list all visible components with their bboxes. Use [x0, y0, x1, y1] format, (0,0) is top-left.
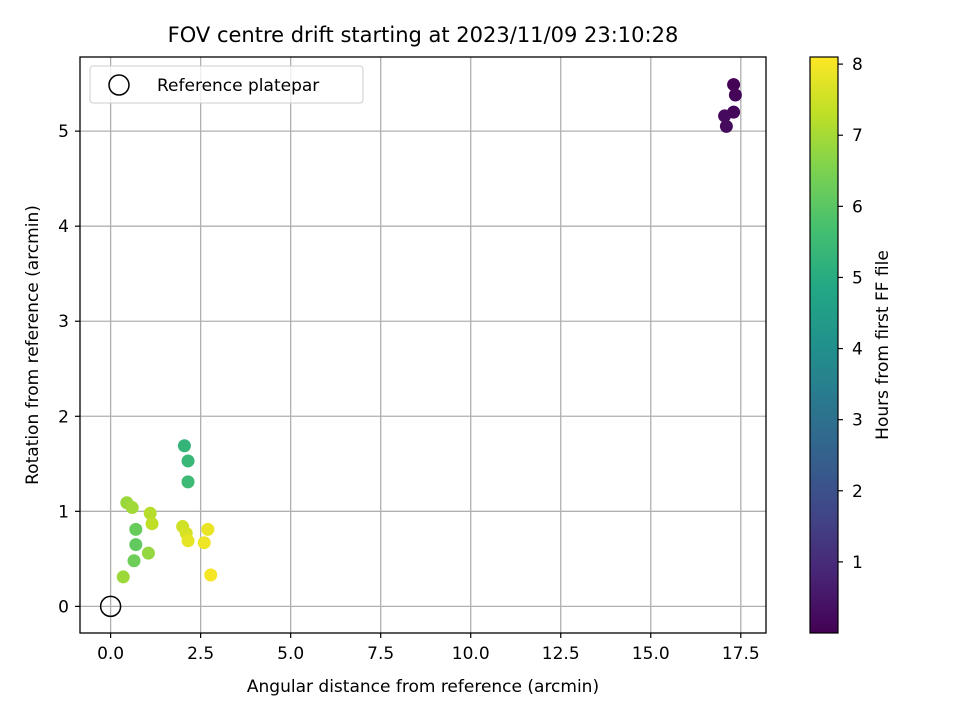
- data-point: [177, 439, 191, 453]
- x-axis-ticks: 0.0 2.5 5.0 7.5 10.0 12.5 15.0 17.5: [97, 633, 760, 664]
- reference-marker: [99, 595, 122, 618]
- data-point: [141, 546, 155, 560]
- colorbar-label: Hours from first FF file: [873, 250, 893, 440]
- colorbar-tick-label: 5: [852, 268, 863, 288]
- y-tick-label: 1: [58, 502, 69, 522]
- x-tick-label: 2.5: [187, 644, 214, 664]
- data-point: [718, 109, 732, 123]
- data-point: [201, 522, 215, 536]
- data-point: [145, 517, 159, 531]
- data-point: [181, 454, 195, 468]
- data-point: [127, 554, 141, 568]
- colorbar-tick-label: 2: [852, 482, 863, 502]
- colorbar-tick-label: 7: [852, 126, 863, 146]
- legend: Reference platepar: [89, 65, 364, 104]
- legend-box: [89, 65, 364, 104]
- x-tick-label: 5.0: [277, 644, 304, 664]
- colorbar-tick-label: 1: [852, 553, 863, 573]
- grid-lines: [80, 57, 766, 633]
- colorbar-ticks: 1 2 3 4 5 6 7 8: [838, 55, 863, 573]
- y-axis-label: Rotation from reference (arcmin): [23, 205, 43, 485]
- y-tick-label: 2: [58, 407, 69, 427]
- data-point: [728, 88, 742, 102]
- x-tick-label: 12.5: [542, 644, 580, 664]
- chart-title: FOV centre drift starting at 2023/11/09 …: [168, 23, 679, 47]
- data-point: [719, 119, 733, 133]
- legend-reference-marker: [108, 74, 130, 96]
- data-point: [129, 522, 143, 536]
- colorbar-tick-label: 3: [852, 411, 863, 431]
- x-tick-label: 17.5: [722, 644, 760, 664]
- y-tick-label: 3: [58, 312, 69, 332]
- y-tick-label: 0: [58, 597, 69, 617]
- data-point: [197, 536, 211, 550]
- reference-point: [99, 595, 122, 618]
- x-tick-label: 7.5: [367, 644, 394, 664]
- data-point: [125, 501, 139, 515]
- data-point: [181, 475, 195, 489]
- x-tick-label: 0.0: [97, 644, 124, 664]
- x-tick-label: 10.0: [452, 644, 490, 664]
- y-tick-label: 4: [58, 217, 69, 237]
- colorbar-tick-label: 8: [852, 55, 863, 75]
- y-axis-ticks: 0 1 2 3 4 5: [58, 122, 80, 617]
- data-point: [727, 78, 741, 92]
- colorbar: [809, 56, 839, 634]
- plot-frame: [79, 56, 767, 634]
- x-axis-label: Angular distance from reference (arcmin): [247, 677, 599, 697]
- colorbar-tick-label: 4: [852, 340, 863, 360]
- legend-entry-reference: Reference platepar: [157, 76, 319, 96]
- data-point: [129, 538, 143, 552]
- data-point: [204, 568, 218, 582]
- x-tick-label: 15.0: [632, 644, 670, 664]
- data-point: [143, 506, 157, 520]
- data-point: [116, 570, 130, 584]
- y-tick-label: 5: [58, 122, 69, 142]
- colorbar-tick-label: 6: [852, 197, 863, 217]
- plot-area: [80, 57, 766, 633]
- data-points: [116, 78, 742, 584]
- data-point: [181, 534, 195, 548]
